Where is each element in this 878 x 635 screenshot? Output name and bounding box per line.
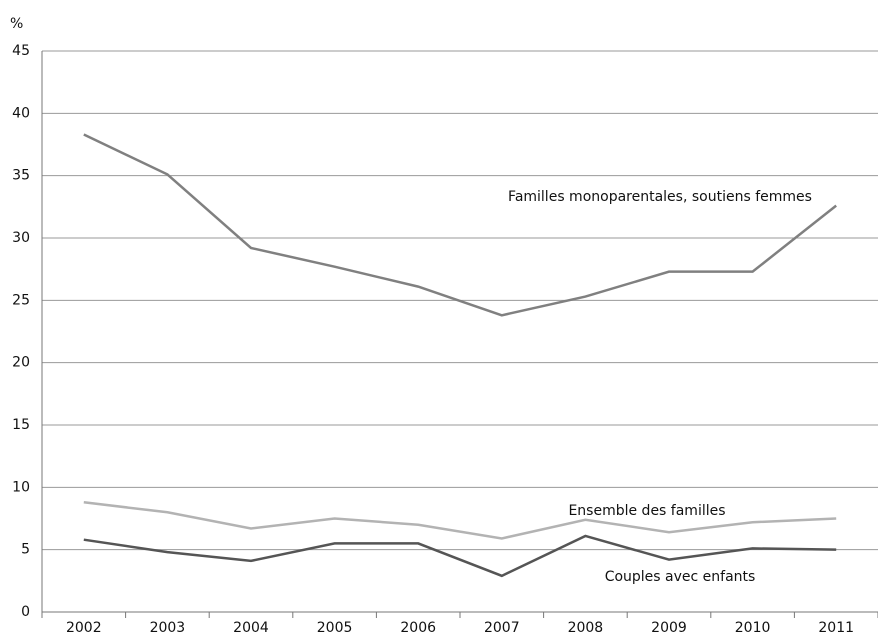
x-tick-label: 2006 (400, 620, 436, 635)
y-tick-label: 20 (12, 355, 30, 371)
y-tick-label: 45 (12, 43, 30, 59)
y-tick-label: 25 (12, 292, 30, 308)
y-tick-label: 10 (12, 479, 30, 495)
x-tick-label: 2003 (150, 620, 186, 635)
series-label: Couples avec enfants (605, 569, 756, 585)
y-tick-label: 35 (12, 168, 30, 184)
x-tick-label: 2007 (484, 620, 520, 635)
x-tick-label: 2005 (317, 620, 353, 635)
x-tick-label: 2008 (568, 620, 604, 635)
y-tick-label: 5 (21, 542, 30, 558)
y-tick-label: 0 (21, 604, 30, 620)
x-tick-label: 2010 (735, 620, 771, 635)
x-tick-label: 2002 (66, 620, 102, 635)
series-line (83, 534, 837, 578)
y-tick-label: 15 (12, 417, 30, 433)
y-tick-label: 40 (12, 105, 30, 121)
y-axis-label: % (10, 16, 23, 32)
series-label: Ensemble des familles (568, 503, 725, 519)
x-tick-label: 2009 (651, 620, 687, 635)
x-tick-label: 2011 (818, 620, 854, 635)
x-tick-label: 2004 (233, 620, 269, 635)
y-tick-label: 30 (12, 230, 30, 246)
series-line (83, 133, 837, 317)
series-line (83, 501, 837, 540)
series-label: Familles monoparentales, soutiens femmes (508, 189, 812, 205)
